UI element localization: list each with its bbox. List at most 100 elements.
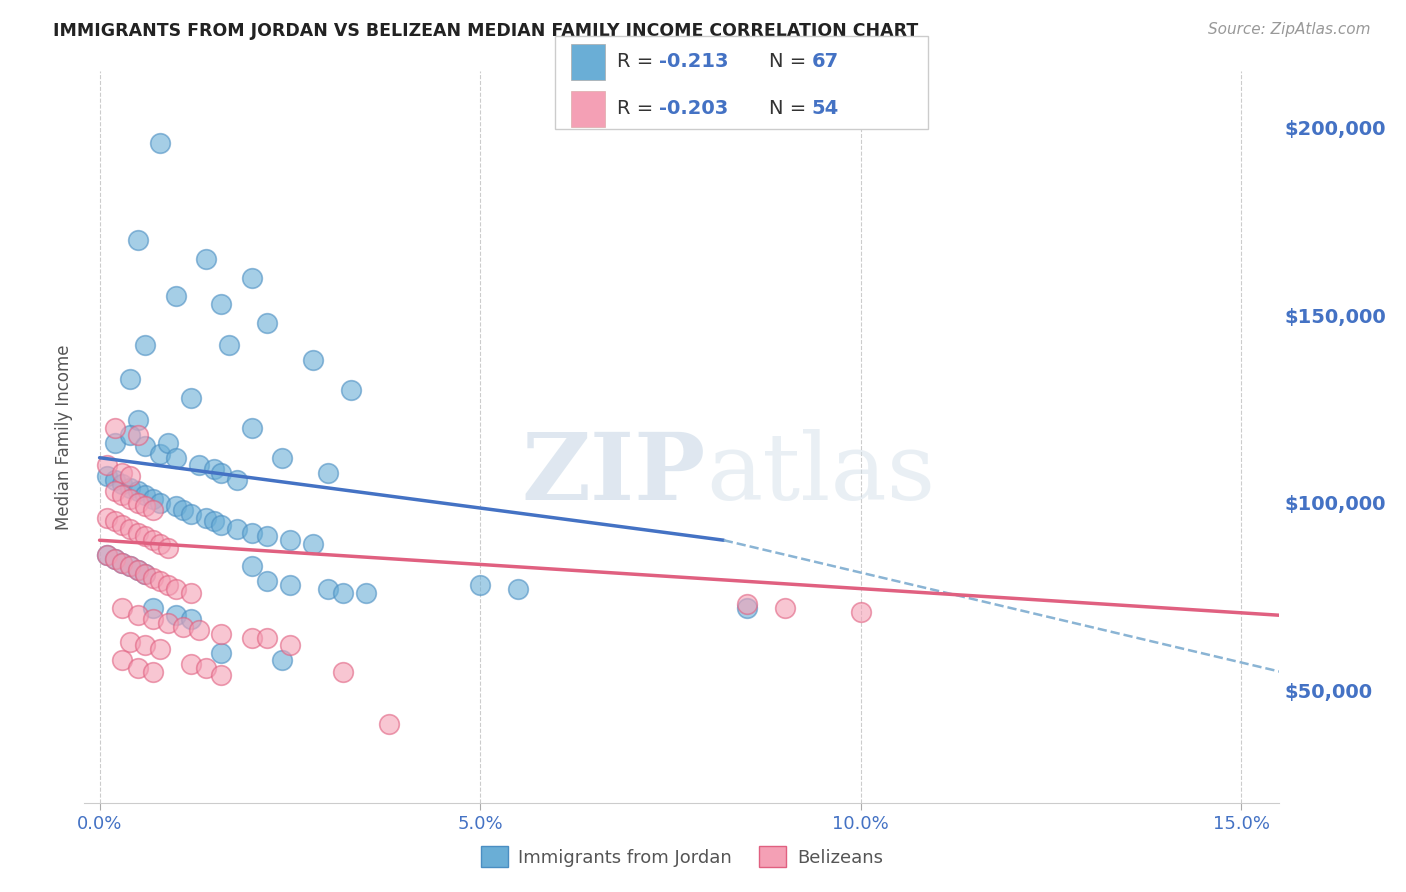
Point <box>134 500 156 514</box>
Point <box>118 559 141 574</box>
Point <box>354 586 377 600</box>
Point <box>111 556 134 570</box>
Point <box>301 353 323 368</box>
Point <box>332 586 354 600</box>
Point <box>240 270 263 285</box>
Point <box>180 391 202 405</box>
Point <box>165 450 187 465</box>
Point <box>195 661 218 675</box>
Point <box>256 631 278 645</box>
Text: IMMIGRANTS FROM JORDAN VS BELIZEAN MEDIAN FAMILY INCOME CORRELATION CHART: IMMIGRANTS FROM JORDAN VS BELIZEAN MEDIA… <box>53 22 918 40</box>
Point <box>187 458 209 473</box>
Point <box>271 450 294 465</box>
Point <box>240 559 263 574</box>
Point <box>316 466 339 480</box>
Point <box>195 252 218 266</box>
Point <box>149 642 172 657</box>
Point <box>271 653 294 667</box>
Point <box>149 537 172 551</box>
Point <box>142 665 165 679</box>
Point <box>149 447 172 461</box>
Point <box>157 435 180 450</box>
Point <box>104 552 127 566</box>
Point <box>118 481 141 495</box>
Point <box>209 646 232 660</box>
Point <box>149 574 172 589</box>
Point <box>127 413 149 427</box>
Point <box>209 466 232 480</box>
Point <box>256 574 278 589</box>
Point <box>111 556 134 570</box>
Text: N =: N = <box>769 53 813 71</box>
Point <box>127 233 149 247</box>
Point <box>118 559 141 574</box>
Text: -0.213: -0.213 <box>659 53 728 71</box>
Point <box>118 372 141 386</box>
Point <box>209 627 232 641</box>
Point <box>165 608 187 623</box>
Point <box>111 653 134 667</box>
Point <box>96 469 118 483</box>
Point <box>256 529 278 543</box>
Point <box>142 503 165 517</box>
Point <box>111 466 134 480</box>
Point <box>118 469 141 483</box>
Point <box>111 488 134 502</box>
Point <box>180 612 202 626</box>
Text: R =: R = <box>617 99 659 119</box>
Point <box>157 615 180 630</box>
Point <box>118 491 141 506</box>
Point <box>202 515 225 529</box>
Text: 67: 67 <box>811 53 838 71</box>
Point <box>104 435 127 450</box>
Point <box>96 548 118 562</box>
Point <box>278 533 301 548</box>
Point <box>104 484 127 499</box>
Point <box>172 619 194 633</box>
Point <box>172 503 194 517</box>
Point <box>127 484 149 499</box>
Point <box>134 638 156 652</box>
Point <box>378 717 401 731</box>
Point <box>165 582 187 596</box>
Point <box>202 462 225 476</box>
Point <box>149 136 172 150</box>
Point <box>104 473 127 487</box>
Legend: Immigrants from Jordan, Belizeans: Immigrants from Jordan, Belizeans <box>474 839 890 874</box>
Point <box>240 631 263 645</box>
Point <box>104 552 127 566</box>
Point <box>165 289 187 303</box>
Point <box>111 600 134 615</box>
Point <box>225 522 247 536</box>
Point <box>104 420 127 434</box>
Point <box>278 578 301 592</box>
Text: R =: R = <box>617 53 659 71</box>
Point <box>225 473 247 487</box>
Point <box>180 657 202 671</box>
Point <box>104 515 127 529</box>
Point <box>735 597 758 611</box>
Text: -0.203: -0.203 <box>659 99 728 119</box>
Point <box>180 507 202 521</box>
Point <box>508 582 530 596</box>
Point <box>218 338 240 352</box>
Point <box>187 624 209 638</box>
Point <box>470 578 492 592</box>
Point <box>142 491 165 506</box>
Point <box>96 458 118 473</box>
Point <box>134 566 156 581</box>
Point <box>127 608 149 623</box>
Point <box>134 488 156 502</box>
Point <box>134 529 156 543</box>
Text: 54: 54 <box>811 99 838 119</box>
Point <box>118 522 141 536</box>
Point <box>127 563 149 577</box>
Point <box>127 525 149 540</box>
Y-axis label: Median Family Income: Median Family Income <box>55 344 73 530</box>
Point <box>134 338 156 352</box>
Point <box>339 383 361 397</box>
Point <box>240 420 263 434</box>
Point <box>127 496 149 510</box>
Point <box>165 500 187 514</box>
Point <box>127 563 149 577</box>
